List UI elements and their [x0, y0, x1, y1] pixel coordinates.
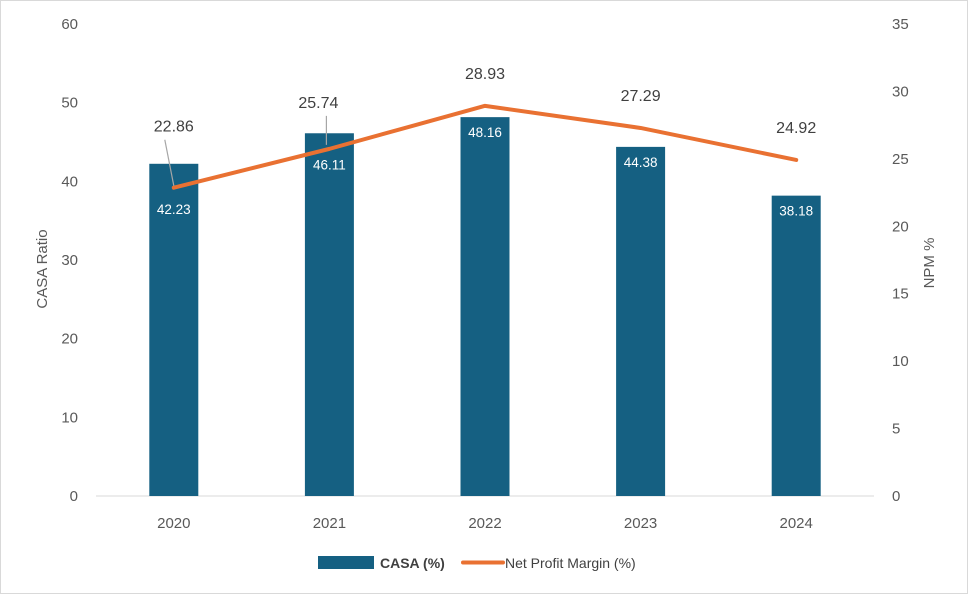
y2-tick-label: 35 — [892, 16, 909, 33]
bar-series-casa — [149, 117, 821, 497]
bar — [771, 195, 821, 496]
line-series-npm — [171, 103, 799, 190]
y2-tick-label: 5 — [892, 421, 900, 438]
x-tick-label: 2021 — [313, 515, 346, 532]
y2-tick-label: 30 — [892, 83, 909, 100]
line-data-label: 28.93 — [465, 66, 505, 83]
bar-data-label: 48.16 — [468, 125, 502, 140]
leader-line — [164, 139, 175, 186]
bar — [304, 133, 354, 496]
legend-label-npm: Net Profit Margin (%) — [505, 555, 636, 571]
bar — [616, 146, 666, 497]
bar-data-label: 42.23 — [157, 202, 191, 217]
y-axis-right: 0 5 10 15 20 25 30 35 — [892, 16, 909, 505]
y-axis-title: CASA Ratio — [34, 229, 51, 308]
bar-data-label: 38.18 — [779, 204, 813, 219]
y2-tick-label: 25 — [892, 151, 909, 168]
line-data-label: 25.74 — [298, 95, 338, 112]
legend-label-casa: CASA (%) — [380, 555, 445, 571]
x-tick-label: 2024 — [780, 515, 813, 532]
y-tick-label: 0 — [70, 488, 78, 505]
y-tick-label: 20 — [61, 331, 78, 348]
line-data-label: 22.86 — [154, 119, 194, 136]
y-tick-label: 40 — [61, 173, 78, 190]
legend: CASA (%) Net Profit Margin (%) — [318, 555, 636, 571]
x-axis: 2020 2021 2022 2023 2024 — [157, 515, 813, 532]
x-tick-label: 2020 — [157, 515, 190, 532]
y2-tick-label: 15 — [892, 286, 909, 303]
bar-data-label: 44.38 — [624, 155, 658, 170]
y-axis-left: 0 10 20 30 40 50 60 — [61, 16, 78, 505]
bar-data-label: 46.11 — [313, 157, 346, 172]
y-tick-label: 30 — [61, 252, 78, 269]
y2-axis-title: NPM % — [921, 238, 938, 289]
y2-tick-label: 0 — [892, 488, 900, 505]
bar — [460, 117, 510, 497]
y-tick-label: 10 — [61, 409, 78, 426]
bar — [149, 163, 199, 497]
legend-swatch-casa — [318, 556, 374, 569]
line-data-labels: 22.86 25.74 28.93 27.29 24.92 — [154, 66, 816, 186]
y2-tick-label: 10 — [892, 353, 909, 370]
y2-tick-label: 20 — [892, 218, 909, 235]
line-data-label: 24.92 — [776, 120, 816, 137]
y-tick-label: 60 — [61, 16, 78, 33]
y-tick-label: 50 — [61, 95, 78, 112]
bar-data-labels: 42.23 46.11 48.16 44.38 38.18 — [157, 125, 813, 219]
x-tick-label: 2022 — [468, 515, 501, 532]
npm-line — [171, 103, 799, 190]
x-tick-label: 2023 — [624, 515, 657, 532]
line-data-label: 27.29 — [621, 88, 661, 105]
